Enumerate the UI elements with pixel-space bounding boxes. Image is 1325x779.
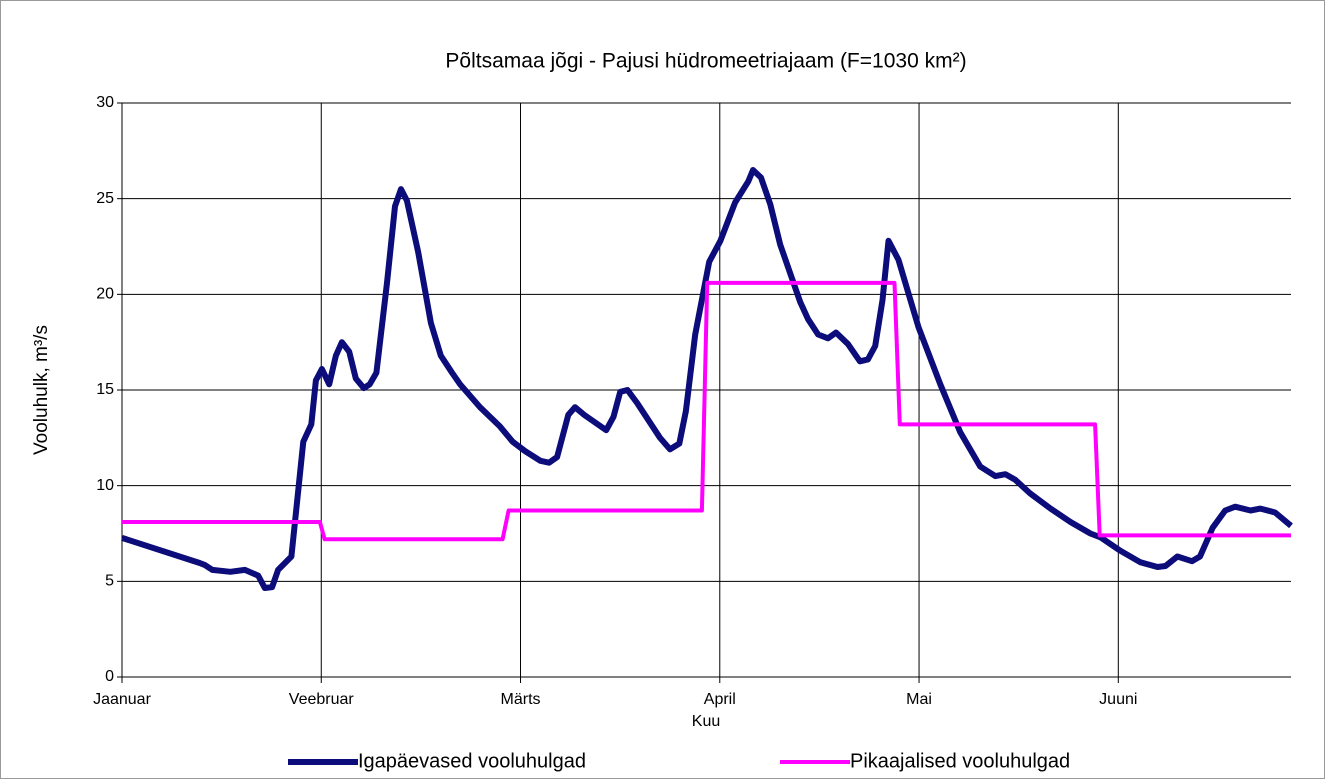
- x-tick-label: Jaanuar: [93, 691, 151, 708]
- y-tick-label: 0: [105, 668, 114, 685]
- y-tick-label: 5: [105, 573, 114, 590]
- y-tick-label: 15: [96, 381, 114, 398]
- legend-label: Pikaajalised vooluhulgad: [850, 750, 1070, 772]
- y-tick-label: 30: [96, 94, 114, 111]
- x-tick-label: April: [704, 691, 736, 708]
- legend-label: Igapäevased vooluhulgad: [358, 750, 586, 772]
- chart-title: Põltsamaa jõgi - Pajusi hüdromeetriajaam…: [445, 50, 966, 73]
- x-tick-label: Veebruar: [289, 691, 355, 708]
- x-tick-label: Märts: [501, 691, 541, 708]
- series-line: [122, 280, 1291, 542]
- x-tick-label: Juuni: [1099, 691, 1137, 708]
- series-line: [121, 167, 1293, 591]
- y-tick-label: 20: [96, 286, 114, 303]
- y-axis-label: Vooluhulk, m³/s: [31, 325, 52, 455]
- x-tick-label: Mai: [906, 691, 932, 708]
- y-tick-label: 10: [96, 477, 114, 494]
- x-axis-label: Kuu: [692, 713, 720, 730]
- y-tick-label: 25: [96, 190, 114, 207]
